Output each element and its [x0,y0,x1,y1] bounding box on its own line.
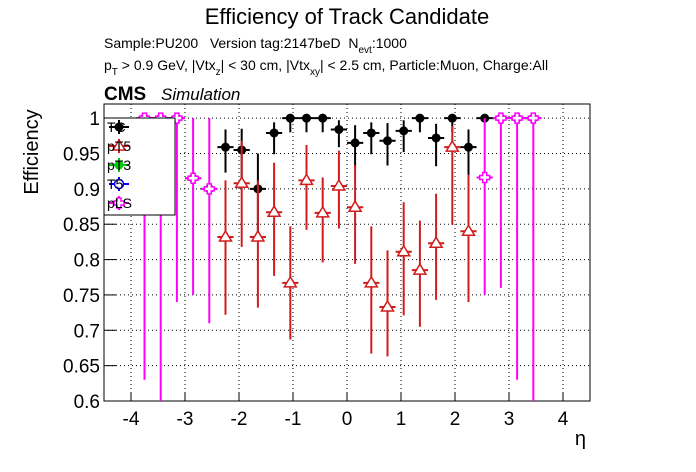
marker [302,113,311,123]
marker [464,142,473,152]
marker [331,178,347,191]
y-tick-label: 0.9 [74,180,100,201]
text-segment: | < 30 cm, |Vtx [221,57,310,73]
y-tick-label: 0.75 [63,286,100,307]
marker [299,172,314,186]
marker [318,113,328,123]
marker [363,275,379,288]
experiment: CMS [104,84,146,105]
legend-label: pLS [107,195,132,211]
plot-frame [103,103,591,402]
marker [412,262,428,275]
info-line: pT > 0.9 GeV, |Vtxz| < 30 cm, |Vtxxy| < … [104,57,548,78]
info-line: Sample:PU200 Version tag:2147beD Nevt:10… [104,35,407,56]
marker [431,133,441,143]
text-segment: | < 2.5 cm, Particle:Muon, Charge:All [320,57,548,73]
y-tick-label: 0.6 [74,392,100,413]
legend-label: TC [107,119,126,135]
marker [366,128,376,138]
y-axis-label: Efficiency [21,109,43,194]
y-tick-label: 1 [89,109,100,130]
marker [113,197,125,209]
marker [187,172,199,184]
marker [527,112,540,124]
marker [203,183,216,195]
marker [478,171,491,184]
x-tick-label: -3 [177,409,194,430]
marker [380,299,395,312]
marker [114,122,124,132]
marker [221,142,230,152]
text-segment: > 0.9 GeV, |Vtx [118,57,216,73]
marker [315,205,331,218]
marker [234,175,250,188]
x-tick-label: 1 [396,409,407,430]
marker [428,235,444,249]
marker [113,178,125,190]
x-tick-label: 0 [342,409,353,430]
marker [350,138,360,148]
marker [444,139,460,152]
x-axis-label: η [575,428,586,450]
subscript: z [216,67,221,78]
marker [511,112,523,124]
marker [282,275,298,288]
legend-label: T5 [107,176,124,192]
marker [383,136,392,146]
y-tick-label: 0.65 [63,357,100,378]
subscript: evt [359,45,373,56]
subscript: xy [310,67,320,78]
marker [266,204,282,217]
y-tick-label: 0.85 [63,215,100,236]
y-tick-label: 0.8 [74,251,100,272]
marker [396,244,412,257]
x-tick-label: -1 [285,409,302,430]
marker [447,113,457,123]
legend-label: pT5 [107,138,131,154]
marker [334,124,344,134]
subscript: T [112,67,118,78]
marker [399,126,409,136]
marker [218,229,233,242]
marker [114,160,124,170]
marker [495,112,507,124]
x-tick-label: 4 [558,409,569,430]
text-segment: :1000 [372,35,407,51]
marker [461,223,476,237]
marker [111,138,127,151]
x-tick-label: -4 [123,409,140,430]
marker [269,128,279,138]
marker [415,113,425,123]
marker [347,199,363,212]
marker [250,229,266,242]
x-tick-label: -2 [231,409,248,430]
x-tick-label: 2 [450,409,461,430]
experiment-tag: Simulation [161,85,240,104]
x-tick-label: 3 [504,409,515,430]
chart-title: Efficiency of Track Candidate [205,4,490,29]
text-segment: p [104,57,112,73]
text-segment: Sample:PU200 Version tag:2147beD N [104,35,359,51]
y-tick-label: 0.95 [63,145,100,166]
marker [285,113,295,123]
y-tick-label: 0.7 [74,321,100,342]
legend-label: pT3 [107,157,131,173]
